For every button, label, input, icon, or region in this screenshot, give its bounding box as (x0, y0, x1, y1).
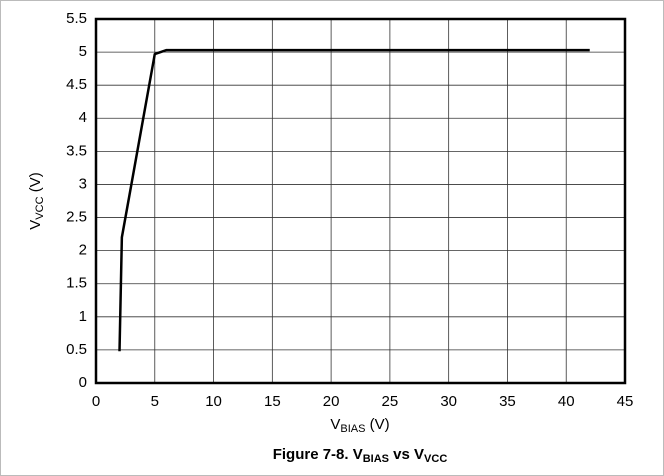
x-tick-label: 25 (382, 393, 399, 410)
title-sub: VCC (424, 453, 447, 465)
y-tick-label: 0.5 (66, 341, 87, 358)
y-tick-label: 2 (79, 242, 87, 259)
data-line (118, 48, 590, 352)
x-tick-label: 45 (617, 393, 634, 410)
plot-frame (94, 17, 627, 385)
y-axis-label: VVCC (V) (27, 172, 46, 229)
x-tick-label: 35 (499, 393, 516, 410)
x-label-part: V (330, 416, 340, 433)
y-tick-label: 3.5 (66, 142, 87, 159)
y-tick-label: 5 (79, 43, 87, 60)
y-tick-label: 1.5 (66, 275, 87, 292)
title-part: Figure 7-8. V (273, 446, 363, 463)
y-label-sub: VCC (34, 196, 46, 219)
x-tick-label: 30 (440, 393, 457, 410)
y-tick-label: 4 (79, 109, 87, 126)
x-label-sub: BIAS (340, 423, 365, 435)
title-sub: BIAS (363, 453, 389, 465)
chart-title: Figure 7-8. VBIAS vs VVCC (273, 446, 448, 465)
title-part: vs V (389, 446, 424, 463)
y-tick-label: 0 (79, 374, 87, 391)
y-tick-label: 5.5 (66, 10, 87, 27)
x-axis-label: VBIAS (V) (330, 416, 389, 435)
y-label-part: V (27, 220, 44, 230)
x-label-part: (V) (365, 416, 389, 433)
y-tick-label: 3 (79, 175, 87, 192)
x-tick-label: 10 (205, 393, 222, 410)
x-tick-label: 20 (323, 393, 340, 410)
x-tick-label: 0 (92, 393, 100, 410)
x-tick-label: 15 (264, 393, 281, 410)
y-tick-label: 2.5 (66, 209, 87, 226)
x-tick-label: 40 (558, 393, 575, 410)
y-tick-label: 4.5 (66, 76, 87, 93)
y-tick-label: 1 (79, 308, 87, 325)
grid (95, 18, 626, 384)
x-tick-label: 5 (151, 393, 159, 410)
y-label-part: (V) (27, 172, 44, 196)
